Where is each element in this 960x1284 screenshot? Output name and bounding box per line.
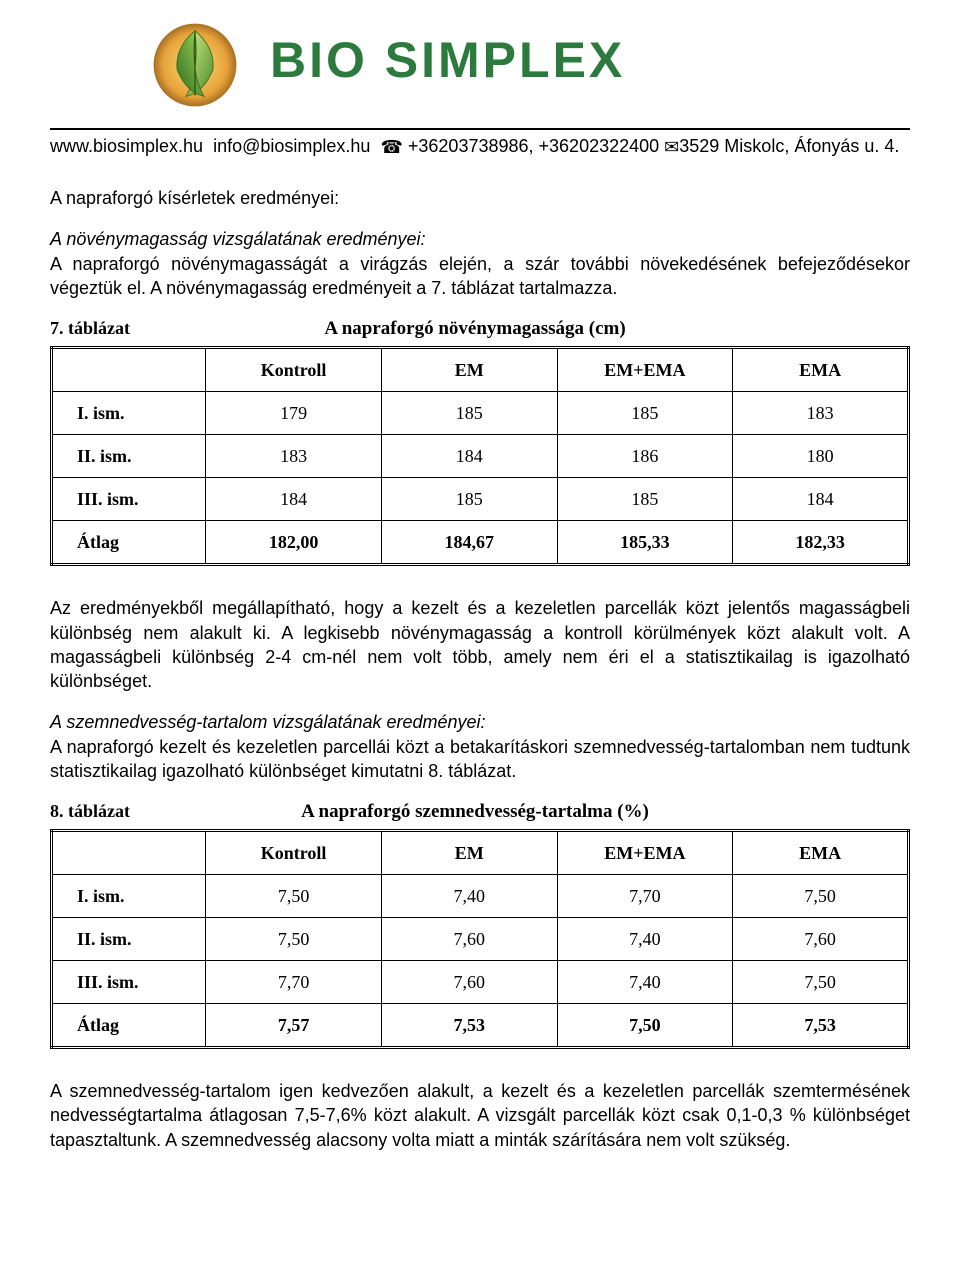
table7-avg-label: Átlag (52, 521, 206, 565)
table-row: II. ism. 183 184 186 180 (52, 435, 909, 478)
table7-col-3: EMA (733, 348, 909, 392)
table8-avg-c2: 7,50 (557, 1004, 733, 1048)
table-header-row: Kontroll EM EM+EMA EMA (52, 348, 909, 392)
table8-label: 8. táblázat (50, 801, 130, 822)
email-text: info@biosimplex.hu (213, 136, 370, 156)
table-row: I. ism. 7,50 7,40 7,70 7,50 (52, 875, 909, 918)
table7-r1-c2: 186 (557, 435, 733, 478)
table8-r2-c3: 7,50 (733, 961, 909, 1004)
table7-r1-c0: 183 (206, 435, 382, 478)
table8-r0-c3: 7,50 (733, 875, 909, 918)
table7-r1-label: II. ism. (52, 435, 206, 478)
table7-r0-c0: 179 (206, 392, 382, 435)
table-avg-row: Átlag 182,00 184,67 185,33 182,33 (52, 521, 909, 565)
table8-r2-label: III. ism. (52, 961, 206, 1004)
table8-r1-label: II. ism. (52, 918, 206, 961)
table7-col-0: Kontroll (206, 348, 382, 392)
leaf-logo-icon (150, 20, 240, 110)
table8-r1-c1: 7,60 (381, 918, 557, 961)
table8-r2-c0: 7,70 (206, 961, 382, 1004)
table8-avg-c0: 7,57 (206, 1004, 382, 1048)
table8-avg-c1: 7,53 (381, 1004, 557, 1048)
phone-icon: ☎ (380, 137, 402, 158)
table7-corner (52, 348, 206, 392)
table8-r0-c0: 7,50 (206, 875, 382, 918)
subsection-2-title: A szemnedvesség-tartalom vizsgálatának e… (50, 712, 910, 733)
paragraph-4: A szemnedvesség-tartalom igen kedvezően … (50, 1079, 910, 1152)
table-header-row: Kontroll EM EM+EMA EMA (52, 831, 909, 875)
table8-col-3: EMA (733, 831, 909, 875)
table8-r1-c3: 7,60 (733, 918, 909, 961)
table8-title: A napraforgó szemnedvesség-tartalma (%) (160, 801, 910, 823)
table7-r0-c1: 185 (381, 392, 557, 435)
phones-text: +36203738986, +36202322400 (408, 136, 659, 156)
paragraph-2: Az eredményekből megállapítható, hogy a … (50, 596, 910, 693)
section-title: A napraforgó kísérletek eredményei: (50, 188, 910, 209)
table8-col-0: Kontroll (206, 831, 382, 875)
svg-text:BIO SIMPLEX: BIO SIMPLEX (270, 32, 625, 88)
table-row: III. ism. 7,70 7,60 7,40 7,50 (52, 961, 909, 1004)
table7-avg-c0: 182,00 (206, 521, 382, 565)
table8-avg-c3: 7,53 (733, 1004, 909, 1048)
table7-col-2: EM+EMA (557, 348, 733, 392)
brand-name: BIO SIMPLEX (270, 31, 810, 100)
mail-icon: ✉ (664, 137, 679, 158)
table-avg-row: Átlag 7,57 7,53 7,50 7,53 (52, 1004, 909, 1048)
table8-col-2: EM+EMA (557, 831, 733, 875)
table8-caption: 8. táblázat A napraforgó szemnedvesség-t… (50, 801, 910, 823)
table7-r1-c1: 184 (381, 435, 557, 478)
table8: Kontroll EM EM+EMA EMA I. ism. 7,50 7,40… (50, 829, 910, 1049)
table7-r0-c3: 183 (733, 392, 909, 435)
table7-r2-c2: 185 (557, 478, 733, 521)
page: BIO SIMPLEX www.biosimplex.hu info@biosi… (0, 0, 960, 1210)
table7-label: 7. táblázat (50, 318, 130, 339)
paragraph-3: A napraforgó kezelt és kezeletlen parcel… (50, 735, 910, 784)
table8-r1-c0: 7,50 (206, 918, 382, 961)
paragraph-1: A napraforgó növénymagasságát a virágzás… (50, 252, 910, 301)
table8-r2-c1: 7,60 (381, 961, 557, 1004)
address-text: 3529 Miskolc, Áfonyás u. 4. (679, 136, 899, 156)
table8-col-1: EM (381, 831, 557, 875)
table8-r2-c2: 7,40 (557, 961, 733, 1004)
website-text: www.biosimplex.hu (50, 136, 203, 156)
table7-r0-label: I. ism. (52, 392, 206, 435)
table7-r1-c3: 180 (733, 435, 909, 478)
table8-r1-c2: 7,40 (557, 918, 733, 961)
header-divider (50, 128, 910, 130)
table7-col-1: EM (381, 348, 557, 392)
table-row: III. ism. 184 185 185 184 (52, 478, 909, 521)
table7-r2-c3: 184 (733, 478, 909, 521)
table7-caption: 7. táblázat A napraforgó növénymagassága… (50, 318, 910, 340)
table7-avg-c2: 185,33 (557, 521, 733, 565)
table8-r0-label: I. ism. (52, 875, 206, 918)
table8-avg-label: Átlag (52, 1004, 206, 1048)
table7-r2-c0: 184 (206, 478, 382, 521)
table8-r0-c2: 7,70 (557, 875, 733, 918)
table7-avg-c1: 184,67 (381, 521, 557, 565)
table7-r0-c2: 185 (557, 392, 733, 435)
table8-r0-c1: 7,40 (381, 875, 557, 918)
header: BIO SIMPLEX (50, 20, 910, 120)
table7-title: A napraforgó növénymagassága (cm) (160, 318, 910, 340)
table-row: II. ism. 7,50 7,60 7,40 7,60 (52, 918, 909, 961)
contact-line: www.biosimplex.hu info@biosimplex.hu ☎ +… (50, 136, 910, 158)
table7-r2-c1: 185 (381, 478, 557, 521)
table7-avg-c3: 182,33 (733, 521, 909, 565)
table-row: I. ism. 179 185 185 183 (52, 392, 909, 435)
table7-r2-label: III. ism. (52, 478, 206, 521)
subsection-1-title: A növénymagasság vizsgálatának eredménye… (50, 229, 910, 250)
table7: Kontroll EM EM+EMA EMA I. ism. 179 185 1… (50, 346, 910, 566)
table8-corner (52, 831, 206, 875)
